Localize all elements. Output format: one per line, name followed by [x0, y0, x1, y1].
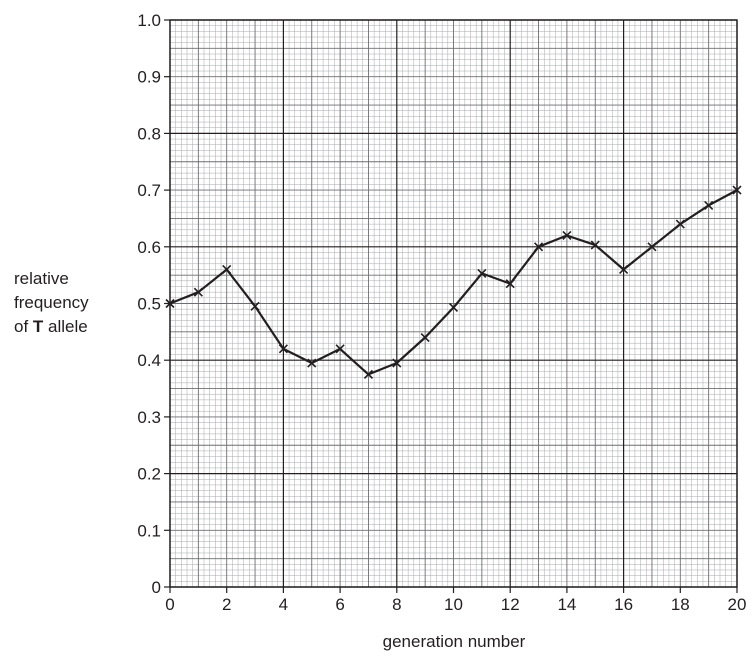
mid-grid — [170, 20, 737, 587]
y-tick-label: 1.0 — [137, 11, 161, 30]
data-point-marker — [278, 344, 288, 354]
data-point-marker — [505, 279, 515, 289]
x-tick-label: 16 — [614, 595, 633, 614]
x-tick-label: 18 — [671, 595, 690, 614]
y-axis-title-line2: frequency — [14, 293, 89, 312]
data-point-marker — [335, 344, 345, 354]
data-point-marker — [222, 264, 232, 275]
data-point-marker — [420, 332, 430, 343]
data-series — [165, 185, 742, 379]
data-point-marker — [448, 302, 459, 313]
data-point-marker — [647, 242, 657, 252]
data-point-marker — [704, 200, 714, 210]
data-point-marker — [533, 242, 544, 252]
data-point-marker — [307, 358, 317, 368]
y-axis-title: relative frequency of T allele — [14, 269, 93, 336]
y-tick-label: 0.1 — [137, 521, 161, 540]
y-tick-label: 0 — [152, 578, 161, 597]
x-tick-label: 14 — [557, 595, 576, 614]
data-point-marker — [165, 298, 175, 309]
data-point-marker — [392, 358, 402, 368]
data-point-marker — [562, 230, 572, 241]
y-tick-label: 0.3 — [137, 408, 161, 427]
y-axis-ticks: 0 0.1 0.2 0.3 0.4 0.5 0.6 0.7 0.8 0.9 1.0 — [137, 11, 170, 597]
x-axis-ticks: 0 2 4 6 8 10 12 14 16 18 20 — [165, 587, 746, 614]
x-tick-label: 0 — [165, 595, 174, 614]
y-tick-label: 0.6 — [137, 238, 161, 257]
y-tick-label: 0.5 — [137, 295, 161, 314]
x-tick-label: 10 — [444, 595, 463, 614]
y-tick-label: 0.4 — [137, 351, 161, 370]
y-tick-label: 0.2 — [137, 465, 161, 484]
x-axis-title: generation number — [383, 632, 526, 651]
x-tick-label: 2 — [222, 595, 231, 614]
x-tick-label: 4 — [279, 595, 288, 614]
data-point-marker — [732, 185, 742, 195]
x-tick-label: 8 — [392, 595, 401, 614]
data-point-marker — [193, 287, 203, 297]
y-tick-label: 0.9 — [137, 68, 161, 87]
y-tick-label: 0.8 — [137, 124, 161, 143]
data-point-marker — [250, 301, 260, 311]
data-point-marker — [477, 268, 487, 279]
y-axis-title-line3-prefix: of — [14, 317, 33, 336]
x-tick-label: 20 — [728, 595, 747, 614]
y-axis-title-line3-suffix: allele — [43, 317, 87, 336]
y-axis-title-line1: relative — [14, 269, 69, 288]
x-tick-label: 12 — [501, 595, 520, 614]
data-point-marker — [363, 369, 374, 379]
data-point-marker — [619, 264, 629, 275]
data-point-marker — [590, 240, 600, 250]
y-tick-label: 0.7 — [137, 181, 161, 200]
y-axis-title-allele-letter: T — [33, 317, 44, 336]
x-tick-label: 6 — [335, 595, 344, 614]
data-point-marker — [675, 219, 685, 229]
